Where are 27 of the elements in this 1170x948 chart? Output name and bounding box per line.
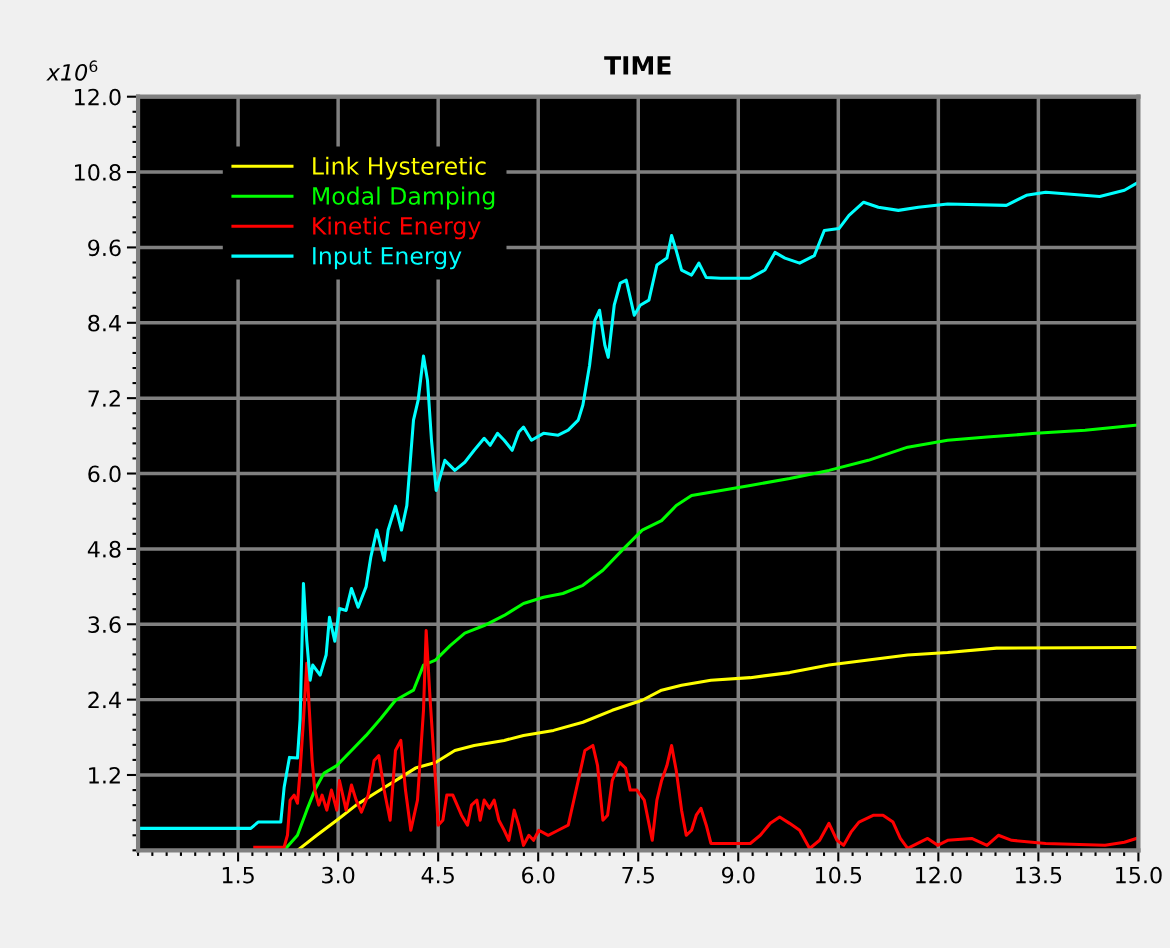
legend-label: Link Hysteretic — [313, 156, 486, 180]
y-tick-label: 9.6 — [88, 239, 121, 257]
y-tick-label: 6.0 — [88, 465, 121, 483]
legend-label: Input Energy — [313, 247, 462, 270]
x-tick-label: 9.0 — [722, 866, 755, 884]
x-tick-label: 1.5 — [222, 867, 254, 884]
y-tick-label: 7.2 — [88, 390, 120, 407]
x-tick-label: 3.0 — [322, 866, 355, 884]
x-tick-label: 13.5 — [1016, 866, 1062, 884]
y-tick-label: 12.0 — [75, 88, 121, 106]
chart-title: TIME — [604, 56, 671, 75]
legend-label: Modal Damping — [313, 186, 495, 210]
line-series — [138, 181, 1138, 830]
y-tick-label: 3.6 — [88, 616, 121, 634]
y-tick-label: 4.8 — [87, 540, 121, 558]
y-tick-label: 1.2 — [89, 766, 120, 784]
y-tick-label: 8.4 — [88, 314, 121, 332]
text: x10$^{6}$ — [46, 60, 98, 81]
x-tick-label: 12.0 — [916, 866, 962, 884]
y-tick-label: 10.8 — [75, 164, 121, 181]
x-tick-label: 10.5 — [816, 866, 862, 884]
x-tick-label: 15.0 — [1116, 866, 1162, 884]
x-tick-label: 4.5 — [421, 867, 454, 884]
x-tick-label: 7.5 — [622, 867, 654, 884]
legend-label: Kinetic Energy — [313, 216, 481, 240]
y-tick-label: 2.4 — [88, 691, 121, 709]
x-tick-label: 6.0 — [522, 866, 555, 884]
